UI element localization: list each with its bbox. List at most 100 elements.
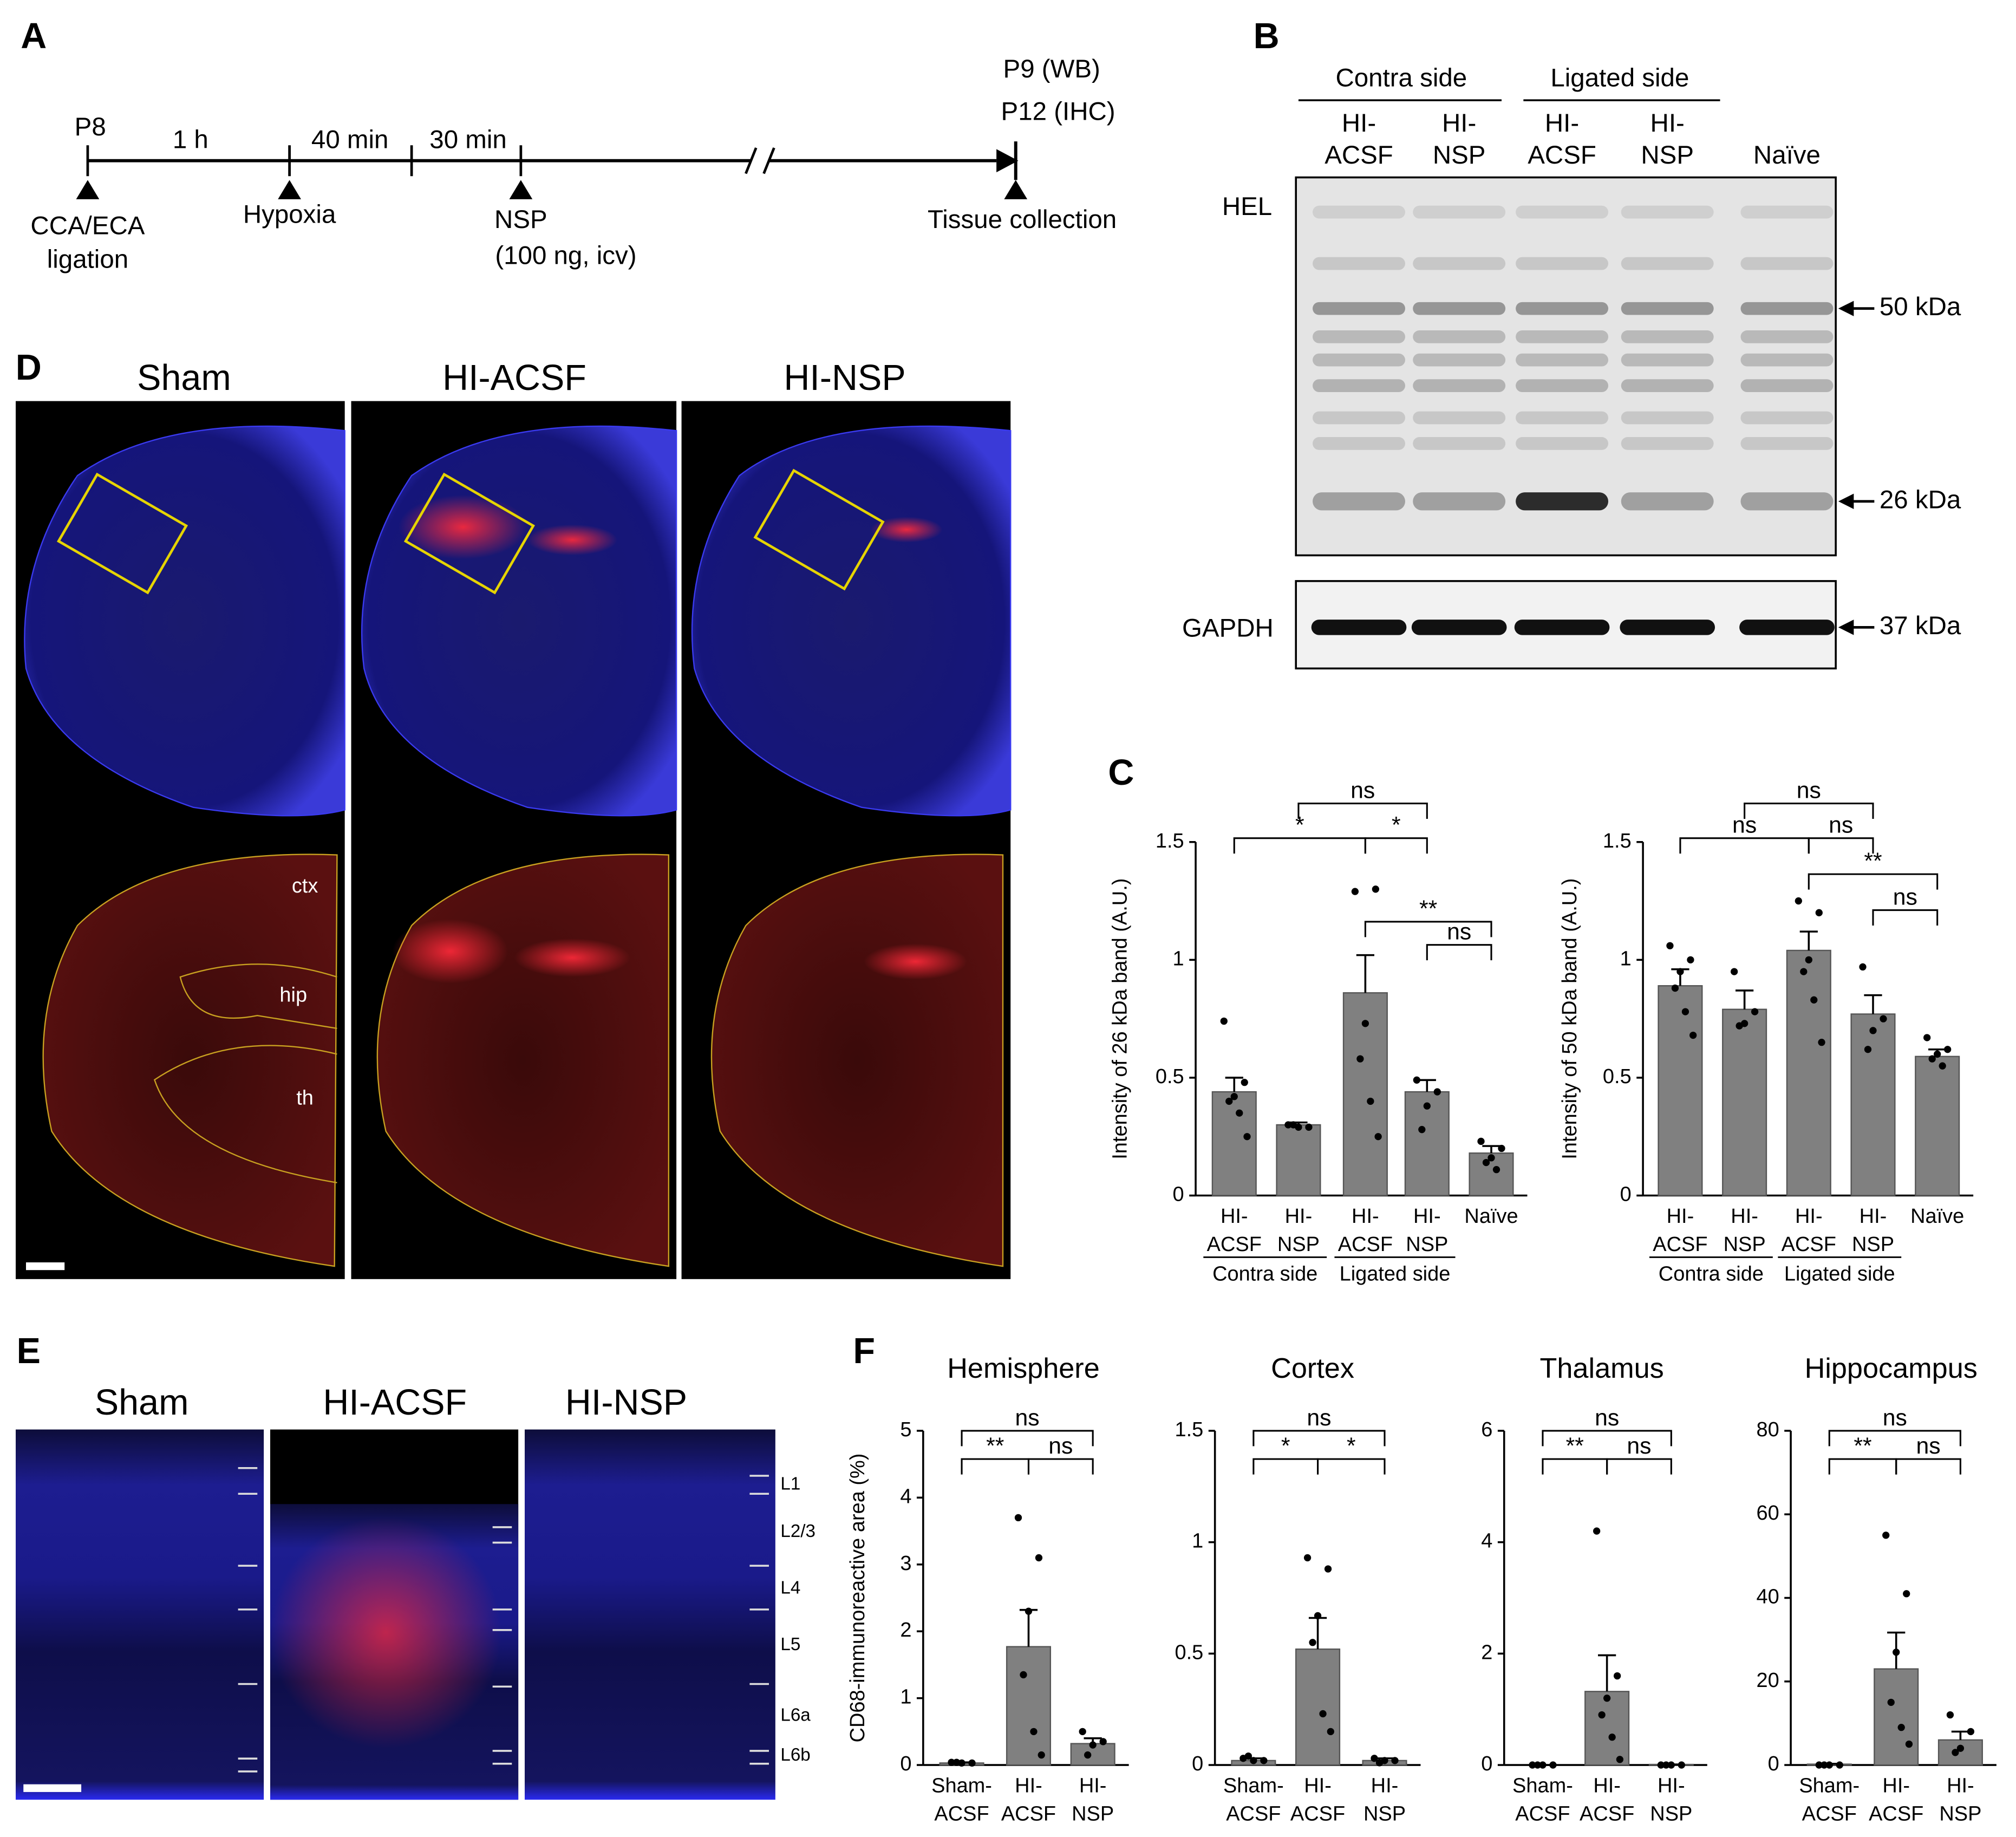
data-point — [1324, 1565, 1332, 1573]
blot-band — [1411, 620, 1507, 635]
x-tick-label: NSP — [1277, 1233, 1320, 1256]
label: ligation — [47, 245, 128, 273]
significance-label: ns — [1829, 812, 1853, 838]
x-tick-label: ACSF — [1802, 1803, 1857, 1826]
label: L2/3 — [780, 1521, 815, 1541]
blot-band — [1740, 379, 1834, 392]
label: hip — [279, 984, 307, 1007]
y-tick-label: 0 — [1192, 1753, 1203, 1775]
data-point — [1818, 1039, 1825, 1046]
bar — [1722, 1008, 1767, 1196]
label: HI-ACSF — [323, 1383, 467, 1423]
data-point — [968, 1759, 976, 1767]
image-panel — [524, 1429, 775, 1800]
significance-label: * — [1281, 1433, 1290, 1459]
signal — [270, 1516, 502, 1749]
data-point — [1681, 1008, 1689, 1015]
blot-band — [1740, 492, 1834, 511]
scale-bar — [26, 1262, 65, 1271]
label: HI- — [1650, 109, 1685, 138]
error-bar — [1951, 1730, 1970, 1740]
arrow-head — [996, 149, 1019, 173]
y-tick-label: 60 — [1756, 1502, 1779, 1525]
label: Contra side — [1335, 64, 1467, 93]
label: HEL — [1222, 192, 1272, 221]
blot-band — [1413, 302, 1506, 315]
data-point — [1482, 1158, 1490, 1167]
label: ACSF — [1528, 141, 1596, 170]
data-point — [1593, 1527, 1601, 1535]
significance-bracket — [1426, 944, 1492, 961]
data-point — [1678, 1761, 1685, 1769]
data-point — [1413, 1076, 1420, 1084]
label: Ligated side — [1550, 64, 1689, 93]
significance-bracket — [1606, 1458, 1672, 1475]
blot-band — [1621, 379, 1714, 392]
blot-band — [1313, 379, 1405, 392]
bar — [1937, 1739, 1983, 1766]
x-tick-label: HI- — [1079, 1774, 1107, 1797]
error-bar — [1019, 1608, 1038, 1647]
label: 26 kDa — [1880, 485, 1961, 514]
y-tick-label: 6 — [1481, 1418, 1492, 1441]
chart-title: Hemisphere — [947, 1353, 1100, 1384]
data-point — [1099, 1738, 1107, 1745]
data-point — [1667, 1761, 1675, 1769]
data-point — [1361, 1020, 1369, 1027]
data-point — [1687, 956, 1694, 963]
x-tick-label: Sham- — [1799, 1774, 1860, 1797]
label: Sham — [137, 358, 231, 398]
region-outline — [179, 963, 337, 1030]
significance-label: ** — [1566, 1433, 1584, 1459]
blot-band — [1413, 205, 1506, 219]
blot-band — [1740, 205, 1834, 219]
x-tick-label: HI- — [1795, 1205, 1823, 1228]
x-tick-label: ACSF — [1782, 1233, 1836, 1256]
blot-band — [1516, 302, 1609, 315]
label: HI-NSP — [784, 358, 905, 398]
data-point — [1038, 1751, 1045, 1759]
blot-band — [1313, 257, 1405, 270]
roi-box — [403, 472, 535, 595]
x-tick-label: ACSF — [1515, 1803, 1570, 1826]
marker-arrow — [1838, 493, 1854, 509]
x-tick-label: HI- — [1221, 1205, 1248, 1228]
y-tick-label: 80 — [1756, 1418, 1779, 1441]
y-tick-label: 2 — [1481, 1641, 1492, 1664]
data-point — [1319, 1710, 1327, 1718]
significance-label: ** — [986, 1433, 1004, 1459]
y-tick-label: 0 — [1768, 1753, 1779, 1775]
y-tick-label: 3 — [900, 1552, 911, 1575]
data-point — [1815, 1761, 1823, 1769]
significance-bracket — [1317, 1458, 1386, 1475]
x-tick-label: HI- — [1658, 1774, 1685, 1797]
data-point — [1810, 996, 1818, 1004]
blot-band — [1740, 257, 1834, 270]
data-point — [1944, 1046, 1952, 1053]
label: Naïve — [1753, 141, 1821, 170]
data-point — [1967, 1728, 1975, 1736]
data-point — [1952, 1749, 1959, 1756]
data-point — [1859, 963, 1867, 971]
data-point — [1689, 1031, 1697, 1039]
significance-label: ns — [1350, 777, 1375, 803]
error-bar — [1225, 1077, 1243, 1092]
data-point — [1603, 1694, 1611, 1702]
x-tick-label: HI- — [1947, 1774, 1974, 1797]
y-tick-label: 1.5 — [1603, 830, 1632, 852]
signal — [514, 938, 630, 978]
significance-bracket — [1828, 1458, 1897, 1475]
label: Hypoxia — [243, 200, 336, 229]
significance-bracket — [1744, 803, 1874, 819]
blot-band — [1739, 620, 1835, 635]
significance-label: ** — [1864, 848, 1882, 874]
x-tick-label: HI- — [1352, 1205, 1379, 1228]
blot-band — [1621, 437, 1714, 450]
label: L5 — [780, 1634, 800, 1654]
significance-bracket — [1828, 1430, 1961, 1447]
data-point — [1795, 897, 1802, 905]
blot-band — [1621, 330, 1714, 343]
blot-band — [1311, 620, 1407, 635]
